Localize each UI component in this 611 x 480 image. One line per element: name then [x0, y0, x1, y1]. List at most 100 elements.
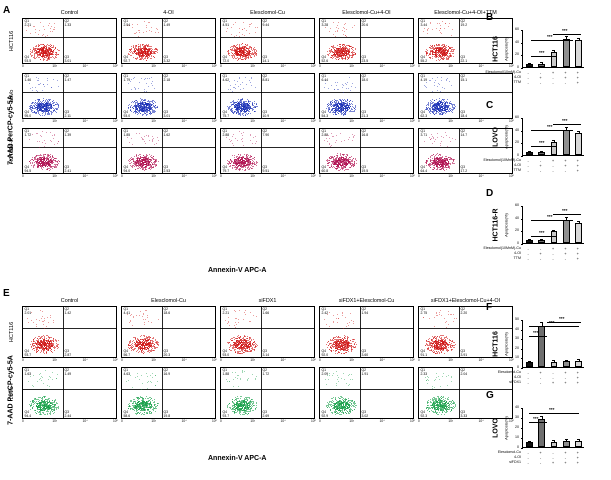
chart-B-condition-2-mark-4: + — [573, 81, 583, 85]
panelA-plot-HCT116-R-3: Q1 2.89 Q2 16.8 Q3 19.5 Q4 60.8 — [319, 128, 414, 174]
panelA-xticks-HCT116-R-0-tick-0: 0 — [22, 175, 24, 178]
chart-G-bar-1 — [538, 419, 545, 447]
chart-C-errorcap-2 — [552, 140, 555, 141]
chart-F-condition-2-mark-1: - — [536, 381, 546, 385]
panelA-plot-HCT116-R-2-q2-label: Q2 7.90 — [263, 130, 270, 137]
panelA-xticks-HCT116-R-3-tick-1: 10³ — [349, 175, 354, 178]
chart-F-ytickmark-4 — [521, 330, 523, 331]
panelE-xticks-HCT116-2-tick-1: 10³ — [250, 359, 255, 362]
panelA-plot-LoVo-3: Q1 6.44 Q2 18.0 Q3 21.3 Q4 54.3 — [319, 73, 414, 119]
panelA-plot-HCT116-3: Q1 3.28 Q2 20.6 Q3 23.5 Q4 52.6 — [319, 18, 414, 64]
chart-C-condition-name-1: 4-OI — [466, 164, 521, 168]
panelA-xticks-HCT116-0-tick-0: 0 — [22, 65, 24, 68]
chart-B-errorcap-3 — [565, 36, 568, 37]
chart-F-bar-2 — [551, 362, 558, 367]
panelE-xticks-HCT116-0-tick-0: 0 — [22, 359, 24, 362]
chart-C-ytickmark-3 — [521, 118, 523, 119]
chart-G-ytickmark-2 — [521, 428, 523, 429]
panelA-xticks-HCT116-3-tick-2: 10⁴ — [380, 65, 385, 68]
panelE-xticks-HCT116-1-tick-3: 10⁵ — [212, 359, 217, 362]
chart-C-bar-4 — [575, 133, 582, 155]
chart-C-bar-2 — [551, 142, 558, 155]
panelE-plot-HCT116-3-q2-label: Q2 1.94 — [362, 308, 369, 315]
panelA-xticks-HCT116-1-tick-0: 0 — [121, 65, 123, 68]
panelE-xticks-LoVo-3-tick-3: 10⁵ — [410, 420, 415, 423]
chart-F-title: HCT116 — [493, 331, 500, 357]
panelA-plot-HCT116-1-q2-label: Q2 1.49 — [164, 20, 171, 27]
panelE-xticks-HCT116-0-tick-3: 10⁵ — [113, 359, 118, 362]
panelA-plot-HCT116-R-1-q1-label: Q1 1.85 — [124, 130, 131, 137]
panelE-plot-HCT116-4-q1-label: Q1 2.75 — [421, 308, 428, 315]
panel-letter-F: F — [486, 303, 492, 313]
panelA-plot-HCT116-2-q1-label: Q1 4.51 — [223, 20, 230, 27]
panelA-xticks-LoVo-3-tick-2: 10⁴ — [380, 120, 385, 123]
chart-C-errorcap-1 — [540, 151, 543, 152]
chart-B-errorcap-2 — [552, 50, 555, 51]
panelE-xticks-LoVo-1-tick-0: 0 — [121, 420, 123, 423]
panelA-plot-HCT116-R-1: Q1 1.85 Q2 1.62 Q3 2.53 Q4 94.0 — [121, 128, 216, 174]
panelA-col-header-2: Elesclomol-Cu — [220, 11, 315, 17]
chart-C-plot: *** *** *** — [522, 118, 584, 156]
panelE-plot-LoVo-3-q1-label: Q1 2.09 — [322, 369, 329, 376]
chart-F-significance-0: *** — [533, 331, 538, 336]
panelA-plot-HCT116-4-q1-label: Q1 3.44 — [421, 20, 428, 27]
panelE-plot-HCT116-2-q4-label: Q4 93.0 — [223, 350, 230, 357]
panelE-plot-HCT116-3: Q1 2.42 Q2 1.94 Q3 3.60 Q4 92.0 — [319, 306, 414, 358]
chart-G-errorcap-4 — [577, 439, 580, 440]
chart-D-ytick-3: 60 — [502, 204, 519, 208]
panelA-plot-HCT116-R-0: Q1 1.72 Q2 1.39 Q3 2.41 Q4 94.5 — [22, 128, 117, 174]
chart-G-sigline-1 — [529, 413, 579, 414]
chart-F-ytickmark-1 — [521, 358, 523, 359]
panelE-plot-LoVo-1-q3-label: Q3 19.8 — [164, 411, 171, 418]
chart-B-sigline-1 — [531, 40, 573, 41]
panelE-row-label-0: HCT116 — [10, 322, 16, 342]
chart-G-ytickmark-1 — [521, 438, 523, 439]
chart-F-plot: ********* — [522, 320, 584, 368]
chart-B-errorcap-1 — [540, 62, 543, 63]
chart-B-ytickmark-3 — [521, 30, 523, 31]
axis-title-x-bottom: Annexin-V APC-A — [208, 455, 266, 462]
panelE-xticks-HCT116-3-tick-3: 10⁵ — [410, 359, 415, 362]
panelE-xticks-LoVo-1-tick-1: 10³ — [151, 420, 156, 423]
panelA-plot-LoVo-3-q3-label: Q3 21.3 — [362, 111, 369, 118]
panelA-plot-HCT116-4-q3-label: Q3 22.1 — [461, 56, 468, 63]
chart-D-significance-1: *** — [547, 215, 552, 220]
chart-G-condition-name-2: siFDX1 — [466, 461, 521, 465]
panelA-xticks-HCT116-R-3-tick-3: 10⁵ — [410, 175, 415, 178]
panelE-xticks-LoVo-1-tick-2: 10⁴ — [182, 420, 187, 423]
panelA-plot-LoVo-1-q1-label: Q1 1.79 — [124, 75, 131, 82]
panelE-xticks-LoVo-0-tick-2: 10⁴ — [83, 420, 88, 423]
panelE-plot-LoVo-4-q4-label: Q4 92.3 — [421, 411, 428, 418]
panelA-plot-HCT116-2-q3-label: Q3 14.1 — [263, 56, 270, 63]
panelE-xticks-LoVo-0-tick-0: 0 — [22, 420, 24, 423]
panelA-plot-HCT116-0-q3-label: Q3 3.01 — [65, 56, 72, 63]
panelA-xticks-LoVo-3-tick-3: 10⁵ — [410, 120, 415, 123]
chart-G-errorcap-1 — [540, 416, 543, 417]
chart-D-sigline-0 — [531, 236, 557, 237]
chart-B-condition-2-mark-3: - — [560, 81, 570, 85]
panelE-plot-HCT116-1-q3-label: Q3 20.3 — [164, 350, 171, 357]
chart-F-ytick-1: 10 — [502, 356, 519, 360]
panelE-plot-LoVo-0: Q1 1.63 Q2 1.49 Q3 2.44 Q4 94.4 — [22, 367, 117, 419]
chart-C-sigline-2 — [553, 124, 581, 125]
panelA-xticks-LoVo-4-tick-0: 0 — [418, 120, 420, 123]
panelE-plot-LoVo-0-q3-label: Q3 2.44 — [65, 411, 72, 418]
panelE-xticks-HCT116-3-tick-2: 10⁴ — [380, 359, 385, 362]
panelA-plot-LoVo-0: Q1 1.46 Q2 1.47 Q3 2.11 Q4 95.0 — [22, 73, 117, 119]
chart-F-condition-2-mark-4: + — [573, 381, 583, 385]
chart-C-bar-3 — [563, 130, 570, 155]
figure-canvas: Control 4-OI Elesclomol-Cu Elesclomol-Cu+4-… — [0, 0, 611, 470]
panelA-plot-HCT116-R-3-q3-label: Q3 19.5 — [362, 166, 369, 173]
panelA-plot-HCT116-0: Q1 2.21 Q2 1.33 Q3 3.01 Q4 93.5 — [22, 18, 117, 64]
panelA-plot-LoVo-3-q2-label: Q2 18.0 — [362, 75, 369, 82]
chart-B-significance-1: *** — [547, 35, 552, 40]
chart-B-ylabel: Apoptosis(%) — [504, 37, 509, 61]
panelA-plot-LoVo-1: Q1 1.79 Q2 2.18 Q3 3.01 Q4 93.0 — [121, 73, 216, 119]
panelA-xticks-HCT116-R-3-tick-0: 0 — [319, 175, 321, 178]
chart-B-title: HCT116 — [493, 36, 500, 62]
panelA-plot-HCT116-1-q3-label: Q3 3.32 — [164, 56, 171, 63]
chart-F-ytickmark-2 — [521, 349, 523, 350]
panelE-plot-HCT116-0-q4-label: Q4 93.7 — [25, 350, 32, 357]
panelE-xticks-LoVo-3-tick-2: 10⁴ — [380, 420, 385, 423]
chart-B-ytickmark-2 — [521, 43, 523, 44]
